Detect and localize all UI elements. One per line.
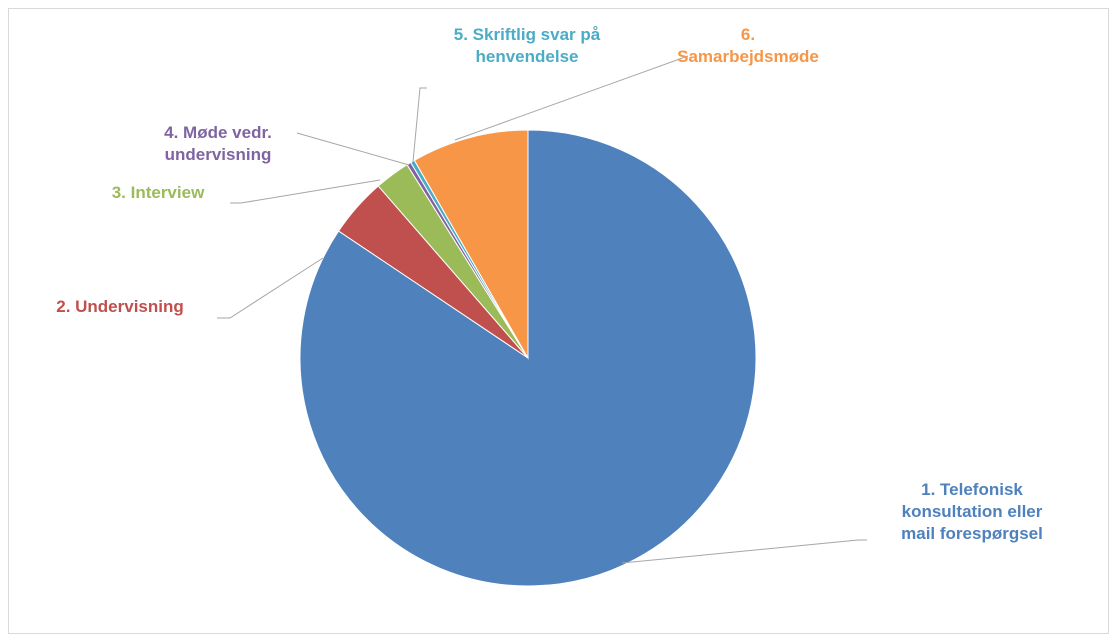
slice-label: 3. Interview: [111, 183, 205, 202]
leader-line: [230, 179, 381, 204]
slice-label: 4. Møde vedr. undervisning: [164, 123, 272, 164]
pie-slice: [413, 129, 529, 360]
leader-line: [621, 539, 867, 564]
leader-line: [217, 257, 324, 319]
slice-label: 5. Skriftlig svar på henvendelse: [453, 25, 601, 66]
leader-line: [412, 87, 427, 163]
slice-label: 1. Telefonisk konsultation eller mail fo…: [901, 480, 1043, 543]
leader-line: [296, 132, 410, 166]
slice-label: 6. Samarbejdsmøde: [677, 25, 819, 66]
leader-line: [454, 55, 689, 141]
pie-slice: [299, 129, 757, 587]
slice-label: 2. Undervisning: [56, 297, 184, 316]
